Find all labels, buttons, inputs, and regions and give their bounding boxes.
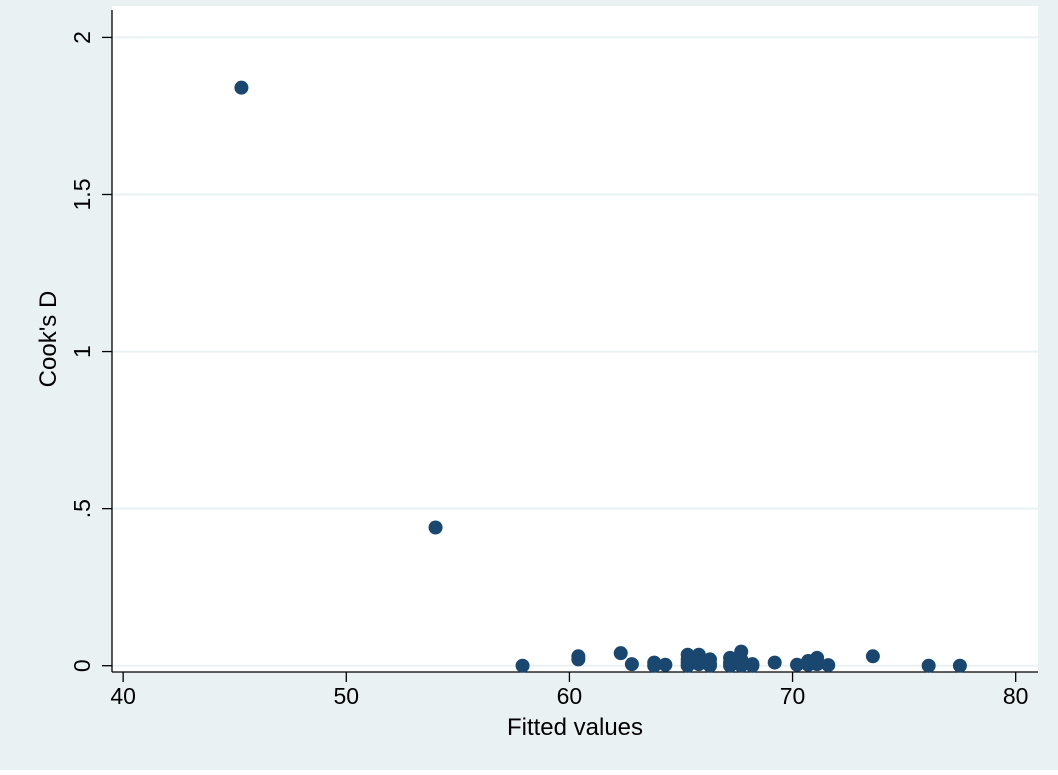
- data-point: [821, 658, 835, 672]
- data-point: [571, 652, 585, 666]
- data-point: [745, 659, 759, 673]
- x-tick-label: 40: [110, 683, 136, 709]
- data-point: [703, 659, 717, 673]
- y-tick-label: .5: [69, 499, 95, 518]
- y-tick-label: 0: [69, 659, 95, 672]
- data-point: [625, 657, 639, 671]
- y-axis-label: Cook's D: [35, 291, 62, 388]
- plot-area: [112, 6, 1038, 672]
- x-tick-label: 80: [1003, 683, 1029, 709]
- data-point: [866, 649, 880, 663]
- x-axis-label: Fitted values: [507, 714, 643, 741]
- y-tick-label: 1: [69, 345, 95, 358]
- x-tick-label: 60: [557, 683, 583, 709]
- data-point: [614, 646, 628, 660]
- data-point: [658, 658, 672, 672]
- data-point: [953, 659, 967, 673]
- data-point: [768, 656, 782, 670]
- data-point: [516, 659, 530, 673]
- x-tick-label: 50: [333, 683, 359, 709]
- x-tick-label: 70: [780, 683, 806, 709]
- data-point: [429, 520, 443, 534]
- data-point: [922, 659, 936, 673]
- y-tick-label: 2: [69, 31, 95, 44]
- data-point: [234, 81, 248, 95]
- y-tick-label: 1.5: [69, 178, 95, 210]
